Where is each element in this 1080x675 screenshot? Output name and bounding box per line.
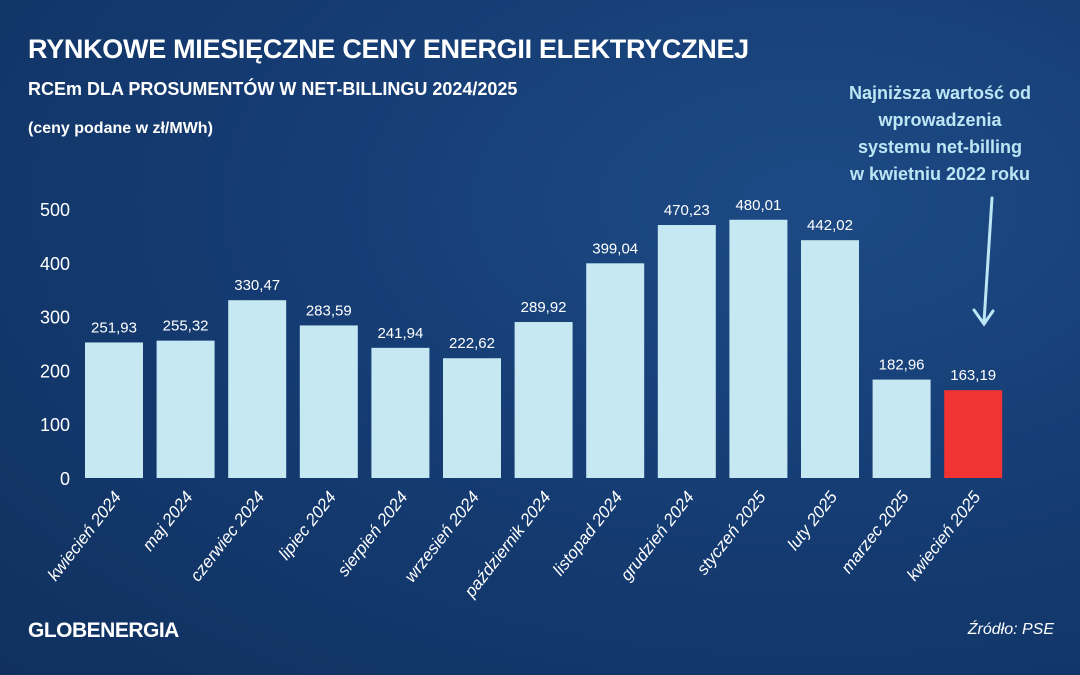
bar <box>156 340 215 478</box>
data-label: 222,62 <box>449 335 495 352</box>
y-tick-label: 300 <box>40 308 70 328</box>
bar <box>85 342 143 478</box>
data-label: 251,93 <box>91 319 137 336</box>
x-tick-label: marzec 2025 <box>837 487 913 577</box>
x-tick-label: listopad 2024 <box>549 488 626 579</box>
y-tick-label: 100 <box>40 415 70 435</box>
data-label: 163,19 <box>950 367 996 384</box>
bar <box>443 358 501 478</box>
data-label: 255,32 <box>163 318 209 335</box>
data-label: 480,01 <box>735 197 781 214</box>
bar <box>299 325 358 478</box>
x-tick-label: maj 2024 <box>139 488 197 555</box>
annotation: Najniższa wartość od wprowadzenia system… <box>815 80 1065 188</box>
bar <box>729 219 788 478</box>
data-label: 470,23 <box>664 202 710 219</box>
bar <box>872 379 931 478</box>
x-tick-label: kwiecień 2024 <box>44 488 125 585</box>
x-tick-label: kwiecień 2025 <box>903 487 985 584</box>
bar <box>657 225 716 478</box>
globenergia-logo: GLOBENERGIA <box>28 619 179 642</box>
data-label: 241,94 <box>377 325 423 342</box>
bar <box>371 347 430 478</box>
y-tick-label: 0 <box>60 469 70 489</box>
y-tick-label: 400 <box>40 254 70 274</box>
unit-note: (ceny podane w zł/MWh) <box>28 120 213 137</box>
bar <box>801 240 859 478</box>
chart-title: RYNKOWE MIESIĘCZNE CENY ENERGII ELEKTRYC… <box>28 34 749 64</box>
annotation-line: Najniższa wartość od <box>848 83 1032 103</box>
source-note: Źródło: PSE <box>967 621 1054 638</box>
x-tick-label: lipiec 2024 <box>275 488 340 564</box>
x-tick-label: sierpień 2024 <box>334 488 412 580</box>
arrow-down-icon <box>972 196 995 327</box>
bar <box>228 300 287 478</box>
bar <box>514 322 573 478</box>
annotation-line: wprowadzenia <box>878 110 1002 130</box>
x-tick-label: wrzesień 2024 <box>401 488 483 586</box>
data-label: 330,47 <box>234 277 280 294</box>
data-label: 182,96 <box>879 357 925 374</box>
data-label: 399,04 <box>592 240 638 257</box>
y-tick-label: 200 <box>40 361 70 381</box>
bar <box>586 263 645 478</box>
bar <box>944 390 1003 478</box>
x-tick-label: czerwiec 2024 <box>186 488 268 585</box>
x-tick-label: styczeń 2025 <box>693 487 770 578</box>
data-label: 442,02 <box>807 217 853 234</box>
data-label: 283,59 <box>306 302 352 319</box>
chart-subtitle: RCEm DLA PROSUMENTÓW W NET-BILLINGU 2024… <box>28 79 518 99</box>
x-tick-label: luty 2025 <box>784 487 842 553</box>
y-tick-label: 500 <box>40 200 70 220</box>
annotation-line: systemu net-billing <box>857 137 1023 157</box>
x-tick-label: grudzień 2024 <box>617 488 698 585</box>
data-label: 289,92 <box>521 299 567 316</box>
annotation-line: w kwietniu 2022 roku <box>849 164 1031 184</box>
